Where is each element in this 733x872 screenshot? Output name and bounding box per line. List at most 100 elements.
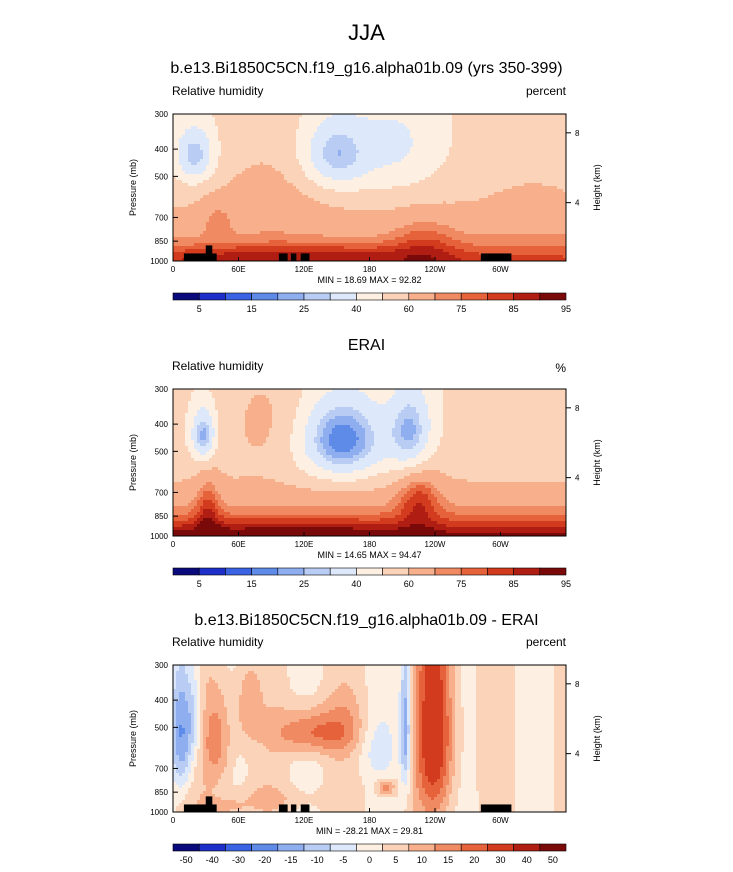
field-cell bbox=[494, 219, 498, 223]
field-cell bbox=[230, 159, 234, 163]
field-cell bbox=[380, 216, 384, 220]
field-cell bbox=[431, 204, 435, 208]
field-cell bbox=[275, 168, 279, 172]
field-cell bbox=[281, 204, 285, 208]
field-cell bbox=[233, 114, 237, 118]
field-cell bbox=[203, 183, 207, 187]
field-cell bbox=[293, 174, 297, 178]
field-cell bbox=[437, 159, 441, 163]
field-cell bbox=[452, 147, 456, 151]
field-cell bbox=[488, 195, 492, 199]
field-cell bbox=[536, 150, 540, 154]
field-cell bbox=[341, 141, 345, 145]
field-cell bbox=[461, 147, 465, 151]
field-cell bbox=[386, 123, 390, 127]
panel-1-field bbox=[173, 114, 566, 261]
field-cell bbox=[386, 159, 390, 163]
field-cell bbox=[518, 147, 522, 151]
field-cell bbox=[509, 213, 513, 217]
field-cell bbox=[179, 201, 183, 205]
field-cell bbox=[551, 165, 555, 169]
field-cell bbox=[503, 135, 507, 139]
field-cell bbox=[314, 189, 318, 193]
field-cell bbox=[407, 117, 411, 121]
field-cell bbox=[473, 204, 477, 208]
field-cell bbox=[347, 162, 351, 166]
field-cell bbox=[338, 210, 342, 214]
field-cell bbox=[371, 126, 375, 130]
field-cell bbox=[422, 225, 426, 229]
field-cell bbox=[533, 204, 537, 208]
field-cell bbox=[530, 225, 534, 229]
field-cell bbox=[500, 189, 504, 193]
field-cell bbox=[353, 195, 357, 199]
field-cell bbox=[185, 153, 189, 157]
field-cell bbox=[545, 159, 549, 163]
field-cell bbox=[386, 135, 390, 139]
field-cell bbox=[488, 165, 492, 169]
field-cell bbox=[488, 114, 492, 118]
field-cell bbox=[425, 192, 429, 196]
field-cell bbox=[419, 138, 423, 142]
field-cell bbox=[242, 141, 246, 145]
field-cell bbox=[269, 171, 273, 175]
field-cell bbox=[458, 165, 462, 169]
field-cell bbox=[533, 150, 537, 154]
field-cell bbox=[401, 183, 405, 187]
field-cell bbox=[551, 159, 555, 163]
field-cell bbox=[548, 129, 552, 133]
field-cell bbox=[365, 159, 369, 163]
field-cell bbox=[182, 132, 186, 136]
field-cell bbox=[467, 201, 471, 205]
field-cell bbox=[296, 162, 300, 166]
field-cell bbox=[551, 135, 555, 139]
field-cell bbox=[464, 165, 468, 169]
field-cell bbox=[503, 213, 507, 217]
field-cell bbox=[203, 144, 207, 148]
field-cell bbox=[389, 156, 393, 160]
field-cell bbox=[437, 123, 441, 127]
field-cell bbox=[503, 192, 507, 196]
field-cell bbox=[215, 123, 219, 127]
field-cell bbox=[521, 183, 525, 187]
field-cell bbox=[260, 207, 264, 211]
field-cell bbox=[506, 216, 510, 220]
field-cell bbox=[281, 213, 285, 217]
field-cell bbox=[359, 210, 363, 214]
field-cell bbox=[320, 168, 324, 172]
field-cell bbox=[380, 156, 384, 160]
field-cell bbox=[275, 159, 279, 163]
field-cell bbox=[494, 207, 498, 211]
field-cell bbox=[338, 177, 342, 181]
field-cell bbox=[425, 153, 429, 157]
field-cell bbox=[191, 225, 195, 229]
field-cell bbox=[473, 225, 477, 229]
field-cell bbox=[404, 174, 408, 178]
field-cell bbox=[188, 117, 192, 121]
field-cell bbox=[179, 156, 183, 160]
field-cell bbox=[524, 201, 528, 205]
field-cell bbox=[512, 144, 516, 148]
field-cell bbox=[335, 183, 339, 187]
field-cell bbox=[467, 177, 471, 181]
field-cell bbox=[434, 216, 438, 220]
field-cell bbox=[488, 189, 492, 193]
field-cell bbox=[539, 198, 543, 202]
field-cell bbox=[341, 117, 345, 121]
field-cell bbox=[494, 156, 498, 160]
field-cell bbox=[314, 183, 318, 187]
field-cell bbox=[308, 213, 312, 217]
field-cell bbox=[227, 225, 231, 229]
field-cell bbox=[467, 150, 471, 154]
field-cell bbox=[320, 180, 324, 184]
field-cell bbox=[308, 168, 312, 172]
field-cell bbox=[491, 192, 495, 196]
field-cell bbox=[266, 213, 270, 217]
field-cell bbox=[362, 117, 366, 121]
field-cell bbox=[320, 132, 324, 136]
field-cell bbox=[533, 177, 537, 181]
field-cell bbox=[251, 129, 255, 133]
field-cell bbox=[383, 180, 387, 184]
field-cell bbox=[509, 210, 513, 214]
field-cell bbox=[458, 120, 462, 124]
